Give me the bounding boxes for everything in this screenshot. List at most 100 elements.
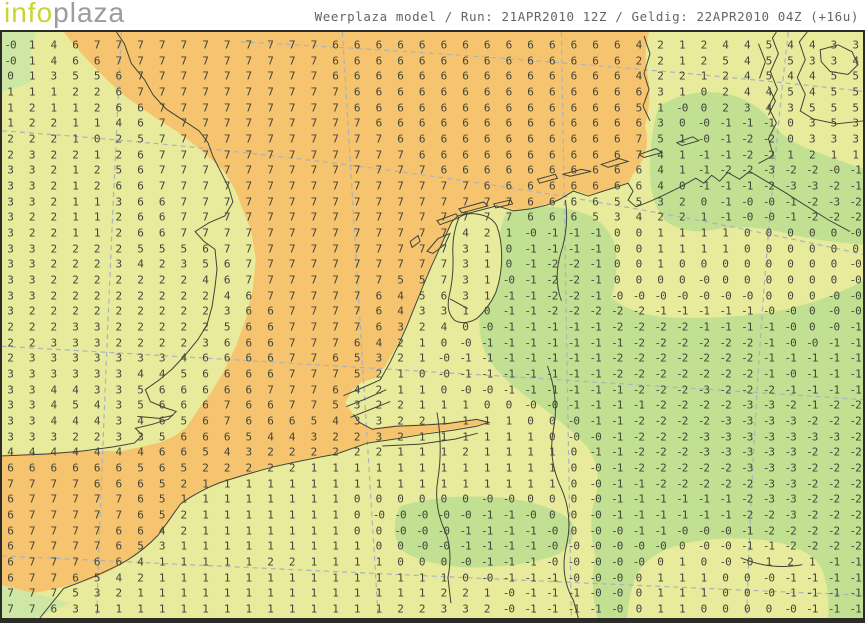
grid-value: 7 <box>267 273 274 287</box>
grid-value: 7 <box>137 38 144 52</box>
grid-value: 6 <box>462 148 469 162</box>
grid-value: -1 <box>849 383 862 397</box>
grid-value: 7 <box>635 132 643 146</box>
grid-value: 7 <box>267 179 274 193</box>
grid-value: 5 <box>158 492 166 506</box>
grid-value: 4 <box>267 430 274 444</box>
grid-value: -0 <box>762 304 775 318</box>
grid-value: 7 <box>310 289 318 303</box>
grid-value: -2 <box>762 383 775 397</box>
grid-value: 7 <box>505 210 513 224</box>
grid-value: -1 <box>524 539 536 553</box>
grid-value: 1 <box>462 461 469 475</box>
grid-value: -0 <box>589 430 601 444</box>
grid-value: 6 <box>7 508 14 522</box>
grid-value: -2 <box>719 477 731 491</box>
grid-value: -1 <box>697 320 710 334</box>
grid-value: 2 <box>202 304 209 318</box>
titlebar: infoplaza Weerplaza model / Run: 21APR20… <box>0 0 865 30</box>
grid-value: 0 <box>700 101 708 115</box>
grid-value: 3 <box>7 210 14 224</box>
grid-value: 6 <box>245 367 253 381</box>
grid-value: 7 <box>158 101 166 115</box>
grid-value: 0 <box>397 539 404 553</box>
grid-value: 6 <box>397 116 404 130</box>
grid-value: 7 <box>353 320 361 334</box>
grid-value: 7 <box>50 524 58 538</box>
grid-value: 6 <box>180 445 188 459</box>
grid-value: 5 <box>787 54 794 68</box>
grid-value: 7 <box>180 116 188 130</box>
grid-value: 5 <box>115 163 123 177</box>
grid-value: 1 <box>223 586 231 600</box>
grid-value: -2 <box>654 367 666 381</box>
grid-value: 3 <box>115 257 123 271</box>
grid-value: -1 <box>611 508 623 522</box>
grid-value: -2 <box>849 430 862 444</box>
grid-value: 4 <box>50 414 58 428</box>
grid-value: 0 <box>787 116 794 130</box>
grid-value: 2 <box>115 304 123 318</box>
grid-value: 1 <box>548 445 556 459</box>
grid-value: 0 <box>808 242 816 256</box>
grid-value: -1 <box>589 414 601 428</box>
grid-value: 5 <box>722 54 729 68</box>
grid-value: 7 <box>245 195 253 209</box>
grid-value: 2 <box>353 445 361 459</box>
grid-value: 4 <box>50 383 58 397</box>
grid-value: 7 <box>440 226 448 240</box>
grid-value: 2 <box>332 430 339 444</box>
grid-value: 7 <box>310 85 318 99</box>
grid-value: 7 <box>288 383 296 397</box>
grid-value: 7 <box>50 492 58 506</box>
grid-value: 7 <box>332 336 339 350</box>
grid-value: -2 <box>849 398 862 412</box>
grid-value: 6 <box>72 38 79 52</box>
grid-value: 6 <box>202 351 209 365</box>
grid-value: 6 <box>245 351 253 365</box>
grid-value: 1 <box>678 555 686 569</box>
grid-value: 6 <box>7 524 14 538</box>
grid-value: 1 <box>505 430 513 444</box>
grid-value: -2 <box>611 320 623 334</box>
grid-value: 2 <box>180 477 188 491</box>
grid-value: 2 <box>7 320 14 334</box>
grid-value: -1 <box>611 461 623 475</box>
grid-value: 0 <box>462 320 469 334</box>
grid-value: 1 <box>657 257 664 271</box>
grid-value: 6 <box>50 602 58 616</box>
grid-value: 0 <box>375 539 383 553</box>
grid-value: 3 <box>93 351 101 365</box>
grid-value: 0 <box>830 257 838 271</box>
grid-value: 7 <box>245 85 253 99</box>
grid-value: 6 <box>115 539 123 553</box>
grid-value: 7 <box>158 116 166 130</box>
grid-value: 7 <box>332 304 339 318</box>
grid-value: -1 <box>546 602 558 616</box>
grid-value: 1 <box>440 477 448 491</box>
grid-value: -1 <box>827 571 840 585</box>
grid-value: 7 <box>28 571 36 585</box>
grid-value: 6 <box>440 38 448 52</box>
grid-value: 2 <box>115 132 123 146</box>
grid-value: 0 <box>657 555 664 569</box>
grid-value: 0 <box>830 242 838 256</box>
grid-value: 3 <box>50 69 58 83</box>
grid-value: 6 <box>548 69 556 83</box>
grid-value: -3 <box>741 398 753 412</box>
grid-value: 1 <box>722 242 729 256</box>
delta-island <box>350 401 391 418</box>
grid-value: 2 <box>397 414 404 428</box>
grid-value: 5 <box>332 398 339 412</box>
grid-value: 0 <box>397 492 404 506</box>
grid-value: -2 <box>632 430 645 444</box>
grid-value: 1 <box>310 555 318 569</box>
grid-value: 6 <box>462 69 469 83</box>
grid-value: 7 <box>375 242 383 256</box>
grid-value: 7 <box>288 398 296 412</box>
grid-value: 5 <box>808 101 816 115</box>
grid-value: 7 <box>202 69 209 83</box>
grid-value: -0 <box>589 555 601 569</box>
grid-value: -0 <box>481 383 493 397</box>
grid-value: 7 <box>223 414 231 428</box>
